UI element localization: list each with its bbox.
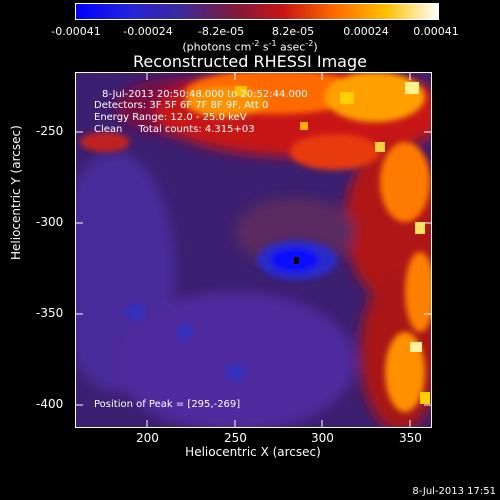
- colorbar-tick-label: 0.00041: [413, 25, 459, 38]
- x-tick-label: 350: [399, 431, 422, 445]
- colorbar-units: (photons cm-2 s-1 asec-2): [182, 39, 318, 54]
- peak-marker: [294, 257, 299, 264]
- bright-knots: [235, 82, 430, 404]
- colorbar-tick-label: -8.2e-05: [197, 25, 245, 38]
- peak-position-annotation: Position of Peak = [295,-269]: [94, 399, 241, 410]
- colorbar-tick-label: 8.2e-05: [271, 25, 315, 38]
- method-annotation: Clean Total counts: 4.315+03: [94, 124, 255, 135]
- time-range-annotation: 8-Jul-2013 20:50:48.000 to 20:52:44.000: [102, 89, 308, 100]
- colorbar-tick-label: 0.00024: [343, 25, 389, 38]
- colorbar-tick-label: -0.00024: [123, 25, 173, 38]
- colorbar-tick-label: -0.00041: [51, 25, 101, 38]
- x-tick-label: 200: [136, 431, 159, 445]
- y-tick-label: -350: [36, 306, 64, 320]
- image-title: Reconstructed RHESSI Image: [133, 52, 367, 71]
- rhessi-image: [75, 72, 432, 428]
- y-tick-label: -300: [36, 215, 64, 229]
- rhessi-image-svg: [75, 72, 432, 428]
- x-tick-label: 250: [224, 431, 247, 445]
- y-tick-label: -250: [36, 124, 64, 138]
- y-axis-label: Heliocentric Y (arcsec): [9, 125, 23, 260]
- x-axis-label: Heliocentric X (arcsec): [185, 445, 321, 459]
- energy-range-annotation: Energy Range: 12.0 - 25.0 keV: [94, 112, 247, 123]
- x-tick-label: 300: [311, 431, 334, 445]
- plot-timestamp: 8-Jul-2013 17:51: [412, 486, 496, 497]
- colorbar: [75, 3, 439, 20]
- y-tick-label: -400: [36, 397, 64, 411]
- detectors-annotation: Detectors: 3F 5F 6F 7F 8F 9F, Att 0: [94, 100, 269, 111]
